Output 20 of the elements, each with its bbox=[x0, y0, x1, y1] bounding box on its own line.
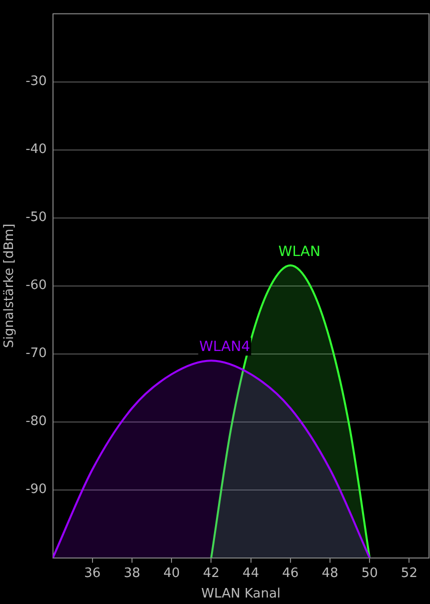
y-tick-label: -70 bbox=[26, 346, 47, 362]
y-tick-label: -50 bbox=[26, 210, 47, 226]
x-tick-label: 38 bbox=[124, 566, 140, 581]
x-tick-label: 42 bbox=[202, 566, 220, 581]
y-tick-label: -90 bbox=[26, 482, 47, 498]
y-tick-label: -30 bbox=[26, 74, 47, 90]
y-axis-title: Signalstärke [dBm] bbox=[2, 224, 18, 348]
x-axis-title: WLAN Kanal bbox=[201, 586, 281, 602]
x-tick-label: 36 bbox=[84, 566, 101, 581]
x-tick-label: 50 bbox=[361, 566, 378, 581]
x-tick-label: 52 bbox=[400, 566, 418, 581]
x-tick-label: 46 bbox=[282, 566, 299, 581]
y-tick-label: -60 bbox=[26, 278, 47, 294]
series-label: WLAN4 bbox=[199, 339, 250, 356]
y-tick-label: -40 bbox=[26, 142, 47, 158]
x-tick-label: 40 bbox=[163, 566, 180, 581]
x-tick-label: 48 bbox=[322, 566, 338, 581]
x-tick-label: 44 bbox=[242, 566, 260, 581]
series-label: WLAN bbox=[278, 244, 320, 260]
y-tick-label: -80 bbox=[26, 414, 47, 430]
